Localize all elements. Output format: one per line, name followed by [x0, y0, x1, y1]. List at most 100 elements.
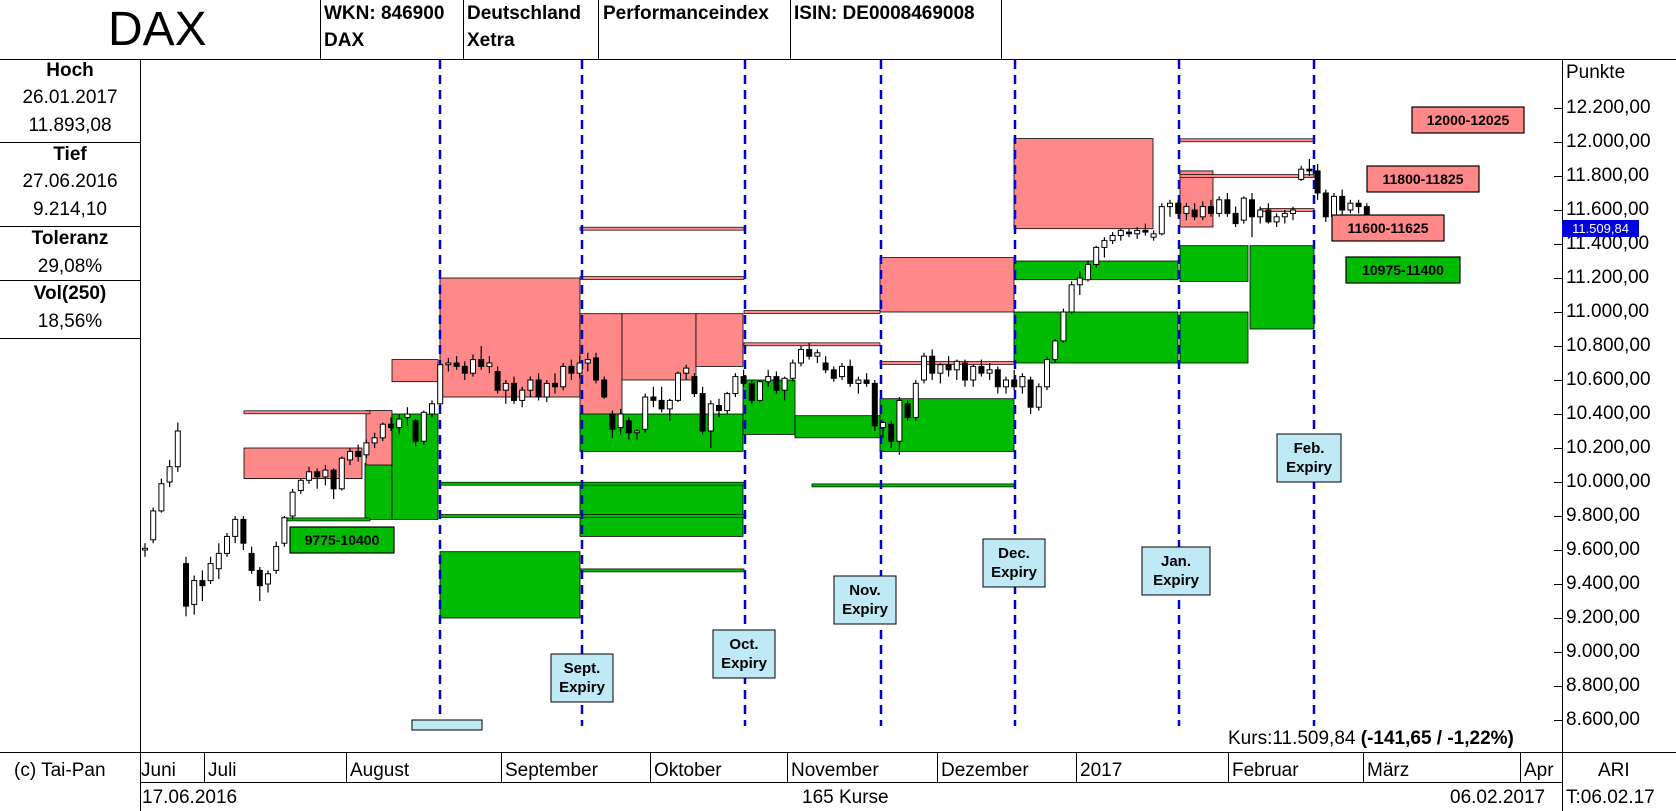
y-tick-mark	[1554, 380, 1562, 381]
candle-up	[543, 382, 550, 398]
month-label: März	[1367, 760, 1410, 781]
candle-up	[789, 362, 796, 379]
candle-up	[986, 369, 993, 374]
level-line	[579, 276, 745, 280]
expiry-callout-label: Jan.	[1161, 553, 1191, 570]
stat-vol-label: Vol(250)	[33, 283, 107, 304]
y-tick-label: 10.200,00	[1566, 437, 1651, 458]
candle-up	[757, 381, 763, 401]
range-label: 10975-11400	[1362, 262, 1444, 278]
candle-up	[347, 450, 353, 461]
y-tick-label: 9.800,00	[1566, 505, 1640, 526]
header-filler	[1002, 0, 1676, 60]
price-zone	[1013, 138, 1154, 230]
expiry-callout-label: Expiry	[1286, 459, 1333, 476]
price-zone	[439, 277, 581, 398]
candle-up	[338, 457, 345, 490]
expiry-callout	[1141, 546, 1211, 596]
y-tick-mark	[1554, 448, 1562, 449]
candle-down	[183, 563, 189, 607]
candle-up	[634, 430, 640, 434]
header-isin-cell: ISIN: DE0008469008	[791, 0, 1002, 60]
expiry-callout	[712, 629, 776, 679]
candle-down	[478, 359, 485, 367]
candle-up	[1134, 229, 1141, 235]
stat-tolerance-label: Toleranz	[31, 228, 109, 249]
candle-up	[1093, 246, 1100, 265]
ari-label: ARI	[1598, 760, 1630, 781]
y-tick-label: 10.800,00	[1566, 335, 1651, 356]
price-zone	[365, 410, 393, 466]
price-zone	[1179, 245, 1249, 282]
candle-down	[847, 365, 854, 384]
candle-down	[355, 450, 362, 457]
y-tick-mark	[1554, 108, 1562, 109]
y-tick-mark	[1554, 482, 1562, 483]
candle-up	[642, 396, 649, 430]
candle-up	[322, 469, 329, 478]
expiry-callout-label: Expiry	[1153, 572, 1200, 589]
y-tick-mark	[1554, 720, 1562, 721]
candle-up	[1347, 202, 1354, 211]
stat-divider	[0, 226, 140, 227]
stat-divider	[0, 280, 140, 281]
level-line	[1179, 174, 1315, 178]
candle-up	[142, 547, 148, 551]
y-axis-label: Punkte	[1566, 62, 1626, 83]
expiry-callout	[1276, 433, 1342, 483]
candle-down	[740, 376, 747, 384]
stat-divider	[0, 142, 140, 143]
bar-count: 165 Kurse	[802, 787, 889, 808]
price-zone	[1013, 311, 1179, 364]
candle-up	[1199, 206, 1206, 218]
start-date: 17.06.2016	[142, 787, 238, 808]
candle-down	[1322, 192, 1329, 218]
candle-up	[1101, 240, 1108, 248]
candle-down	[773, 376, 780, 391]
range-label-box	[289, 526, 395, 554]
candle-down	[994, 369, 1001, 388]
month-separator	[937, 752, 938, 782]
y-tick-label: 8.800,00	[1566, 675, 1640, 696]
y-tick-label: 9.600,00	[1566, 539, 1640, 560]
month-label: November	[791, 760, 879, 781]
candle-up	[470, 359, 476, 374]
candle-down	[453, 362, 460, 367]
candle-up	[1150, 233, 1157, 238]
candle-down	[461, 365, 468, 374]
candle-down	[978, 365, 985, 374]
candle-up	[732, 376, 739, 395]
month-separator	[346, 752, 347, 782]
candle-up	[396, 418, 403, 429]
candle-down	[1306, 168, 1313, 172]
stat-low-date: 27.06.2016	[22, 171, 118, 192]
range-label: 11800-11825	[1383, 171, 1464, 187]
header-index-type: Performanceindex	[603, 3, 769, 24]
candle-up	[912, 382, 919, 418]
level-line	[743, 310, 881, 314]
level-line	[743, 342, 881, 347]
price-zone	[1179, 170, 1214, 228]
y-tick-mark	[1554, 516, 1562, 517]
candle-up	[781, 377, 788, 391]
level-line	[439, 481, 745, 486]
range-labels-layer: 12000-12025 11800-11825 11600-11625 10975-1…	[289, 106, 1525, 554]
month-label: Dezember	[941, 760, 1029, 781]
candle-down	[1208, 206, 1214, 214]
y-tick-mark	[1554, 686, 1562, 687]
price-zone	[695, 313, 744, 367]
price-zone	[364, 462, 393, 520]
month-label: Juni	[141, 760, 176, 781]
copyright: (c) Tai-Pan	[14, 760, 106, 781]
y-tick-label: 10.400,00	[1566, 403, 1651, 424]
candle-up	[560, 365, 567, 388]
y-tick-mark	[1554, 142, 1562, 143]
candle-down	[1191, 209, 1198, 218]
expiry-callouts-layer: Sept. Expiry Oct. Expiry Nov. Expiry Dec. Expir…	[411, 433, 1342, 731]
candle-up	[1158, 206, 1165, 235]
expiry-lines-layer	[438, 60, 1316, 726]
candle-down	[716, 405, 722, 412]
expiry-callout-label: Oct.	[729, 636, 758, 653]
expiry-callout-label: Dec.	[998, 545, 1030, 562]
y-tick-label: 11.400,00	[1566, 233, 1650, 254]
